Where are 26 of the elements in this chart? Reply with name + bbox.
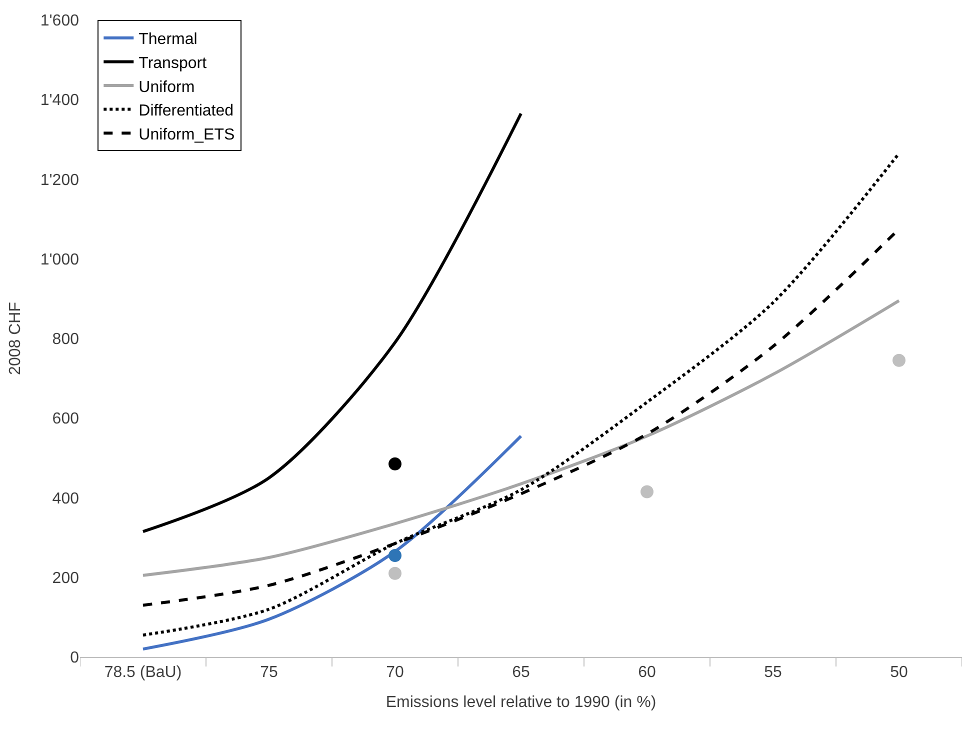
y-tick-label: 1'000 <box>40 251 80 268</box>
x-tick-label: 60 <box>638 664 656 682</box>
line-series <box>142 434 522 651</box>
y-tick-label: 600 <box>52 410 80 428</box>
legend-label: Uniform <box>138 78 195 96</box>
x-tick-label: 78.5 (BaU) <box>104 664 182 682</box>
x-tick-label: 50 <box>890 664 908 682</box>
x-tick-label: 65 <box>512 664 530 682</box>
legend-label: Differentiated <box>138 102 234 120</box>
x-tick-label: 70 <box>386 664 404 682</box>
legend-label: Thermal <box>138 31 198 48</box>
y-tick-label: 200 <box>52 570 80 587</box>
legend-label: Transport <box>138 54 208 72</box>
y-tick-label: 0 <box>70 650 80 667</box>
line-series <box>142 152 900 637</box>
line-series <box>142 299 900 577</box>
x-tick-label: 55 <box>764 664 782 682</box>
y-tick-label: 1'200 <box>40 172 80 189</box>
y-tick-label: 400 <box>52 490 80 508</box>
y-tick-label: 1'600 <box>40 12 80 30</box>
x-tick-label: 75 <box>260 664 278 682</box>
legend-label: Uniform_ETS <box>138 126 235 144</box>
y-tick-label: 800 <box>52 331 80 348</box>
x-axis-title: Emissions level relative to 1990 (in %) <box>386 694 656 711</box>
y-tick-label: 1'400 <box>40 92 80 110</box>
y-axis-title: 2008 CHF <box>7 302 24 375</box>
